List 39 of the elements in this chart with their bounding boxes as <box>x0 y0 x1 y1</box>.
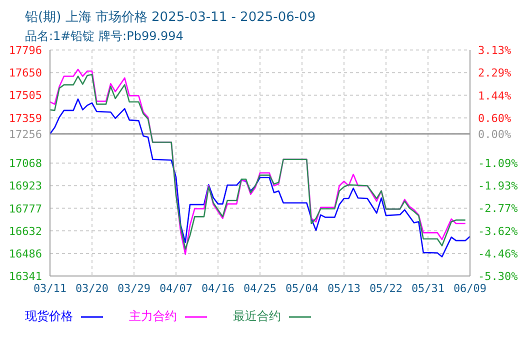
y2-tick-label: -2.77% <box>478 202 518 216</box>
line-series <box>50 98 470 258</box>
y-tick-label: 16777 <box>8 202 42 216</box>
x-tick-label: 05/13 <box>327 282 361 295</box>
legend-label: 现货价格 <box>25 308 74 325</box>
x-tick-label: 03/11 <box>33 282 67 295</box>
y2-tick-label: 1.44% <box>478 89 512 102</box>
x-tick-label: 06/09 <box>453 282 487 295</box>
y-tick-label: 16632 <box>8 224 42 238</box>
y2-tick-label: -4.46% <box>478 247 518 260</box>
y2-tick-label: -5.30% <box>478 270 518 283</box>
x-tick-label: 03/20 <box>75 282 109 295</box>
y-tick-label: 17256 <box>8 128 42 141</box>
y-tick-label: 17359 <box>8 112 42 125</box>
chart-title: 铅(期) 上海 市场价格 2025-03-11 - 2025-06-09 <box>25 9 316 26</box>
chart-subtitle: 品名:1#铅锭 牌号:Pb99.994 <box>25 28 184 45</box>
y-tick-label: 17796 <box>8 44 42 57</box>
y2-tick-label: -1.09% <box>478 157 518 170</box>
x-tick-label: 05/04 <box>285 282 319 295</box>
y2-tick-label: 2.29% <box>478 66 512 80</box>
y2-tick-label: 3.13% <box>478 44 512 57</box>
y-tick-label: 17650 <box>8 66 42 80</box>
x-tick-label: 03/29 <box>117 282 151 295</box>
y-tick-label: 17505 <box>8 89 42 102</box>
x-tick-label: 05/22 <box>369 282 403 295</box>
x-tick-label: 05/31 <box>411 282 445 295</box>
legend-label: 主力合约 <box>129 308 178 325</box>
legend-label: 最近合约 <box>233 308 282 325</box>
y2-tick-label: 0.60% <box>478 112 512 125</box>
x-tick-label: 04/07 <box>159 282 193 295</box>
y2-tick-label: 0.00% <box>478 128 512 141</box>
y-tick-label: 16923 <box>8 180 42 193</box>
x-tick-label: 04/16 <box>201 282 235 295</box>
y2-tick-label: -1.93% <box>478 180 518 193</box>
x-tick-label: 04/25 <box>243 282 277 295</box>
y2-tick-label: -3.62% <box>478 224 518 238</box>
y-tick-label: 16486 <box>8 247 42 260</box>
y-tick-label: 16341 <box>8 270 42 283</box>
y-tick-label: 17068 <box>8 157 42 170</box>
